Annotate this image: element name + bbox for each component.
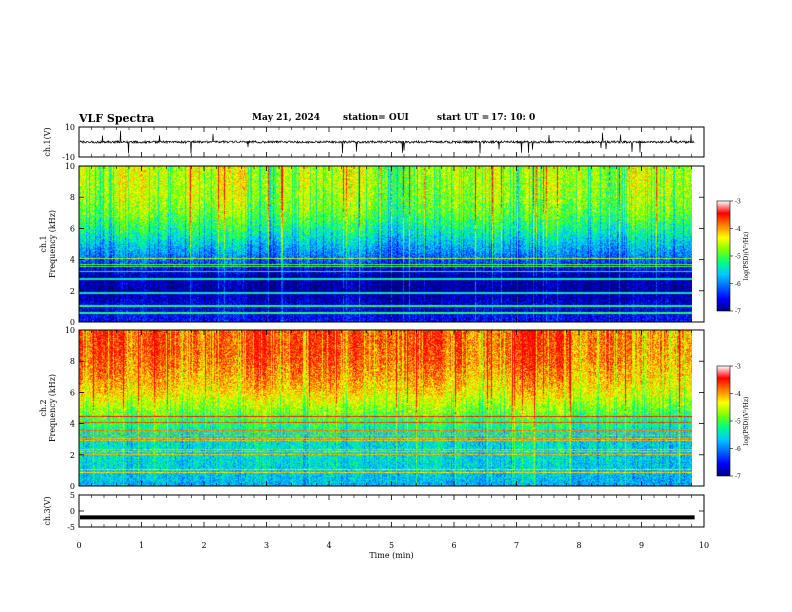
ch1_spectrogram-ylabel: ch.1 [39, 235, 48, 252]
xtick-label: 9 [639, 541, 644, 550]
xtick-label: 10 [699, 541, 709, 550]
ch3_waveform-ytick-label: -5 [67, 523, 75, 532]
xtick-label: 3 [264, 541, 269, 550]
ch1_spectrogram-ytick-label: 4 [70, 256, 75, 265]
ch2_spectrogram-colorbar-label: log(PSD)(V²/Hz) [743, 397, 750, 446]
xtick-label: 5 [389, 541, 394, 550]
ch3_waveform-ytick-label: 5 [70, 491, 75, 500]
ch1_spectrogram-ytick-label: 8 [70, 193, 75, 202]
xtick-label: 1 [139, 541, 144, 550]
ch1_spectrogram-colorbar-label: log(PSD)(V²/Hz) [743, 232, 750, 281]
ch3_waveform-ylabel: ch.3(V) [43, 496, 52, 525]
ch2_spectrogram-ytick-label: 6 [70, 388, 75, 397]
ch2_spectrogram-ylabel: Frequency (kHz) [48, 374, 57, 442]
ch3_waveform-ytick-label: 0 [70, 507, 75, 516]
station-label: station= OUI [343, 113, 409, 123]
ch2_spectrogram-ytick-label: 0 [70, 482, 75, 491]
ch2_spectrogram-ytick-label: 2 [70, 451, 75, 460]
xtick-label: 7 [514, 541, 519, 550]
xtick-label: 2 [201, 541, 206, 550]
ch1_spectrogram-colorbar [716, 200, 731, 312]
ch1_spectrogram-colorbar-tick-label: -4 [735, 226, 741, 233]
ch1_spectrogram-ytick-label: 0 [70, 318, 75, 327]
date-label: May 21, 2024 [252, 113, 320, 123]
ch2_spectrogram-colorbar [716, 365, 731, 477]
ch2_spectrogram-colorbar-tick-label: -3 [735, 364, 741, 371]
ch1_waveform-ytick-label: -10 [62, 153, 75, 162]
ch2_spectrogram-colorbar-tick-label: -6 [735, 446, 741, 453]
ch1_spectrogram-colorbar-tick-label: -5 [735, 254, 741, 261]
ch1_spectrogram-heatmap [79, 166, 692, 322]
ch1_spectrogram-ytick-label: 10 [65, 162, 75, 171]
x-axis-label: Time (min) [369, 551, 413, 560]
ch2_spectrogram-colorbar-tick-label: -4 [735, 391, 741, 398]
xtick-label: 8 [576, 541, 581, 550]
ch2_spectrogram-ytick-label: 8 [70, 357, 75, 366]
ch1_waveform-ylabel: ch.1(V) [43, 127, 52, 156]
ch2_spectrogram-ytick-label: 10 [65, 326, 75, 335]
ch1_waveform-ytick-label: 10 [65, 123, 75, 132]
ch2_spectrogram-heatmap [79, 330, 692, 486]
ch2_spectrogram-colorbar-tick-label: -5 [735, 419, 741, 426]
start-ut-label: start UT = [437, 113, 490, 123]
start-time-label: 17: 10: 0 [491, 113, 536, 123]
ch2_spectrogram-ytick-label: 4 [70, 420, 75, 429]
xtick-label: 0 [76, 541, 81, 550]
ch2_spectrogram-colorbar-tick-label: -7 [735, 474, 741, 481]
figure-title: VLF Spectra [79, 112, 155, 125]
ch1_spectrogram-colorbar-tick-label: -6 [735, 281, 741, 288]
ch1_spectrogram-colorbar-tick-label: -3 [735, 199, 741, 206]
ch1_spectrogram-colorbar-tick-label: -7 [735, 309, 741, 316]
ch1_spectrogram-ylabel: Frequency (kHz) [48, 210, 57, 278]
xtick-label: 6 [451, 541, 456, 550]
ch2_spectrogram-ylabel: ch.2 [39, 399, 48, 416]
ch1-waveform-trace [79, 130, 695, 154]
ch1_spectrogram-ytick-label: 6 [70, 224, 75, 233]
ch1_spectrogram-ytick-label: 2 [70, 287, 75, 296]
xtick-label: 4 [326, 541, 331, 550]
